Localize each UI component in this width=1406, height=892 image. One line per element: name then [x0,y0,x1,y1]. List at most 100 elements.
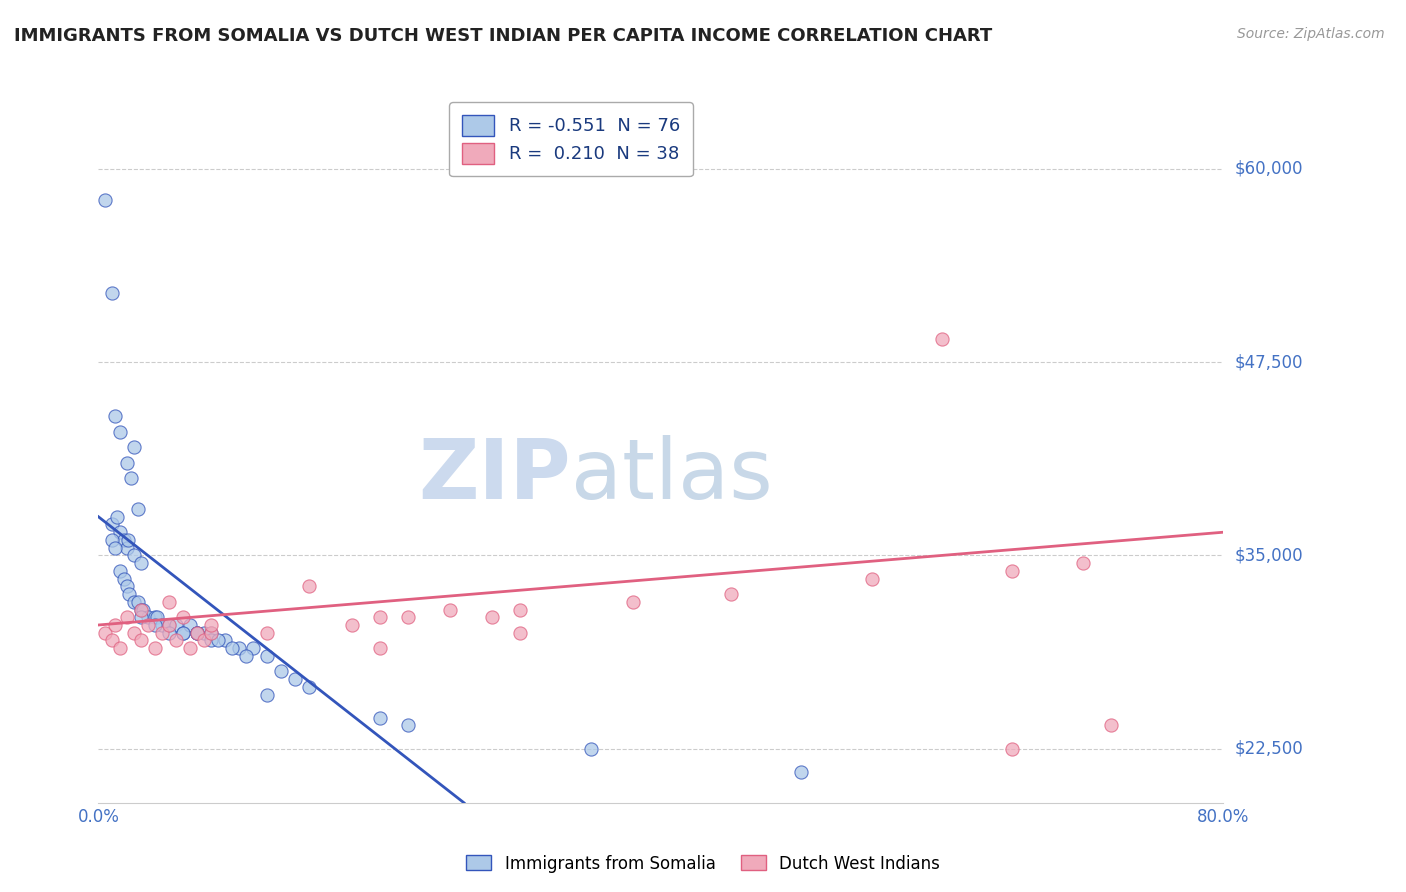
Point [108,425,131,439]
Point [127,595,149,609]
Legend: Immigrants from Somalia, Dutch West Indians: Immigrants from Somalia, Dutch West Indi… [460,848,946,880]
Point [172,625,194,640]
Point [256,648,278,663]
Point [179,641,201,656]
Point [122,549,145,563]
Point [108,525,131,540]
Point [200,625,222,640]
Point [157,625,180,640]
Point [298,579,321,593]
Point [143,641,166,656]
Point [143,618,166,632]
Point [200,633,222,648]
Point [256,688,278,702]
Text: $35,000: $35,000 [1234,547,1303,565]
Point [186,625,208,640]
Text: $22,500: $22,500 [1234,739,1303,757]
Point [129,633,152,648]
Point [481,610,503,624]
Point [186,625,208,640]
Point [108,564,131,578]
Point [340,618,363,632]
Point [720,587,742,601]
Point [157,595,180,609]
Point [129,602,152,616]
Point [122,625,145,640]
Point [368,610,391,624]
Point [200,625,222,640]
Point [256,625,278,640]
Point [122,595,145,609]
Text: ZIP: ZIP [419,435,571,516]
Point [193,633,215,648]
Point [579,741,602,756]
Point [115,456,138,470]
Point [621,595,644,609]
Point [94,193,117,207]
Point [108,641,131,656]
Point [129,556,152,570]
Point [396,610,419,624]
Point [136,618,159,632]
Text: Source: ZipAtlas.com: Source: ZipAtlas.com [1237,27,1385,41]
Point [129,602,152,616]
Point [157,618,180,632]
Point [228,641,250,656]
Point [214,633,236,648]
Point [146,610,169,624]
Point [172,625,194,640]
Point [115,541,138,555]
Point [298,680,321,694]
Point [1001,741,1024,756]
Point [509,625,531,640]
Point [207,633,229,648]
Point [242,641,264,656]
Point [284,672,307,686]
Point [860,572,883,586]
Point [101,285,124,300]
Point [509,602,531,616]
Point [112,572,135,586]
Point [122,440,145,454]
Point [165,633,187,648]
Point [104,409,127,424]
Point [120,471,142,485]
Point [112,533,135,547]
Point [368,711,391,725]
Point [1099,718,1122,732]
Point [104,618,127,632]
Point [368,641,391,656]
Point [221,641,243,656]
Point [270,665,292,679]
Point [150,618,173,632]
Point [94,625,117,640]
Point [101,633,124,648]
Point [101,533,124,547]
Point [104,541,127,555]
Point [790,764,813,779]
Point [179,618,201,632]
Point [1071,556,1094,570]
Point [105,509,128,524]
Point [136,610,159,624]
Point [115,579,138,593]
Point [143,610,166,624]
Point [150,625,173,640]
Point [165,618,187,632]
Point [127,502,149,516]
Text: $47,500: $47,500 [1234,353,1303,371]
Point [117,533,139,547]
Point [172,610,194,624]
Point [115,610,138,624]
Point [132,602,155,616]
Point [1001,564,1024,578]
Point [118,587,141,601]
Text: $60,000: $60,000 [1234,160,1303,178]
Point [101,517,124,532]
Point [235,648,257,663]
Text: atlas: atlas [571,435,772,516]
Point [200,618,222,632]
Point [193,625,215,640]
Point [396,718,419,732]
Legend: R = -0.551  N = 76, R =  0.210  N = 38: R = -0.551 N = 76, R = 0.210 N = 38 [449,103,693,177]
